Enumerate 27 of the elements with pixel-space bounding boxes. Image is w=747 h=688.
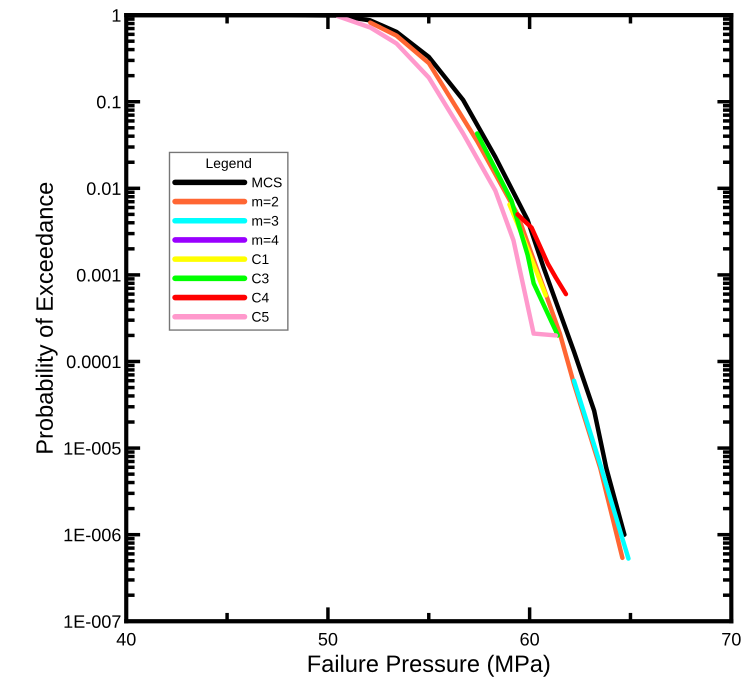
line-series: [336, 15, 558, 338]
legend-label: m=4: [252, 235, 278, 245]
legend-label: C1: [252, 254, 269, 264]
legend-label: C5: [252, 312, 269, 322]
x-axis-title: Failure Pressure (MPa): [308, 654, 550, 677]
y-tick-label: 0.001: [76, 268, 121, 282]
legend-label: m=3: [252, 216, 278, 226]
x-tick-label: 70: [722, 632, 741, 646]
legend-title: Legend: [206, 158, 251, 171]
y-tick-label: 1E-005: [64, 442, 121, 455]
y-tick-label: 1E-007: [64, 615, 120, 628]
y-tick-label: 1E-006: [64, 528, 121, 542]
y-axis-title: Probability of Exceedance: [36, 182, 58, 453]
legend-label: m=2: [252, 196, 278, 206]
legend-label: C3: [252, 274, 269, 284]
y-tick-label: 0.0001: [66, 355, 121, 368]
x-tick-label: 60: [520, 632, 539, 646]
line-series: [474, 131, 560, 338]
y-tick-label: 0.01: [86, 182, 121, 196]
legend-label: MCS: [252, 178, 282, 188]
line-series: [515, 212, 568, 296]
y-tick-label: 1: [112, 9, 120, 22]
x-tick-label: 40: [116, 632, 136, 646]
x-tick-label: 50: [318, 632, 338, 646]
y-tick-label: 0.1: [96, 96, 121, 108]
line-series: [572, 378, 631, 561]
legend-label: C4: [252, 292, 269, 303]
